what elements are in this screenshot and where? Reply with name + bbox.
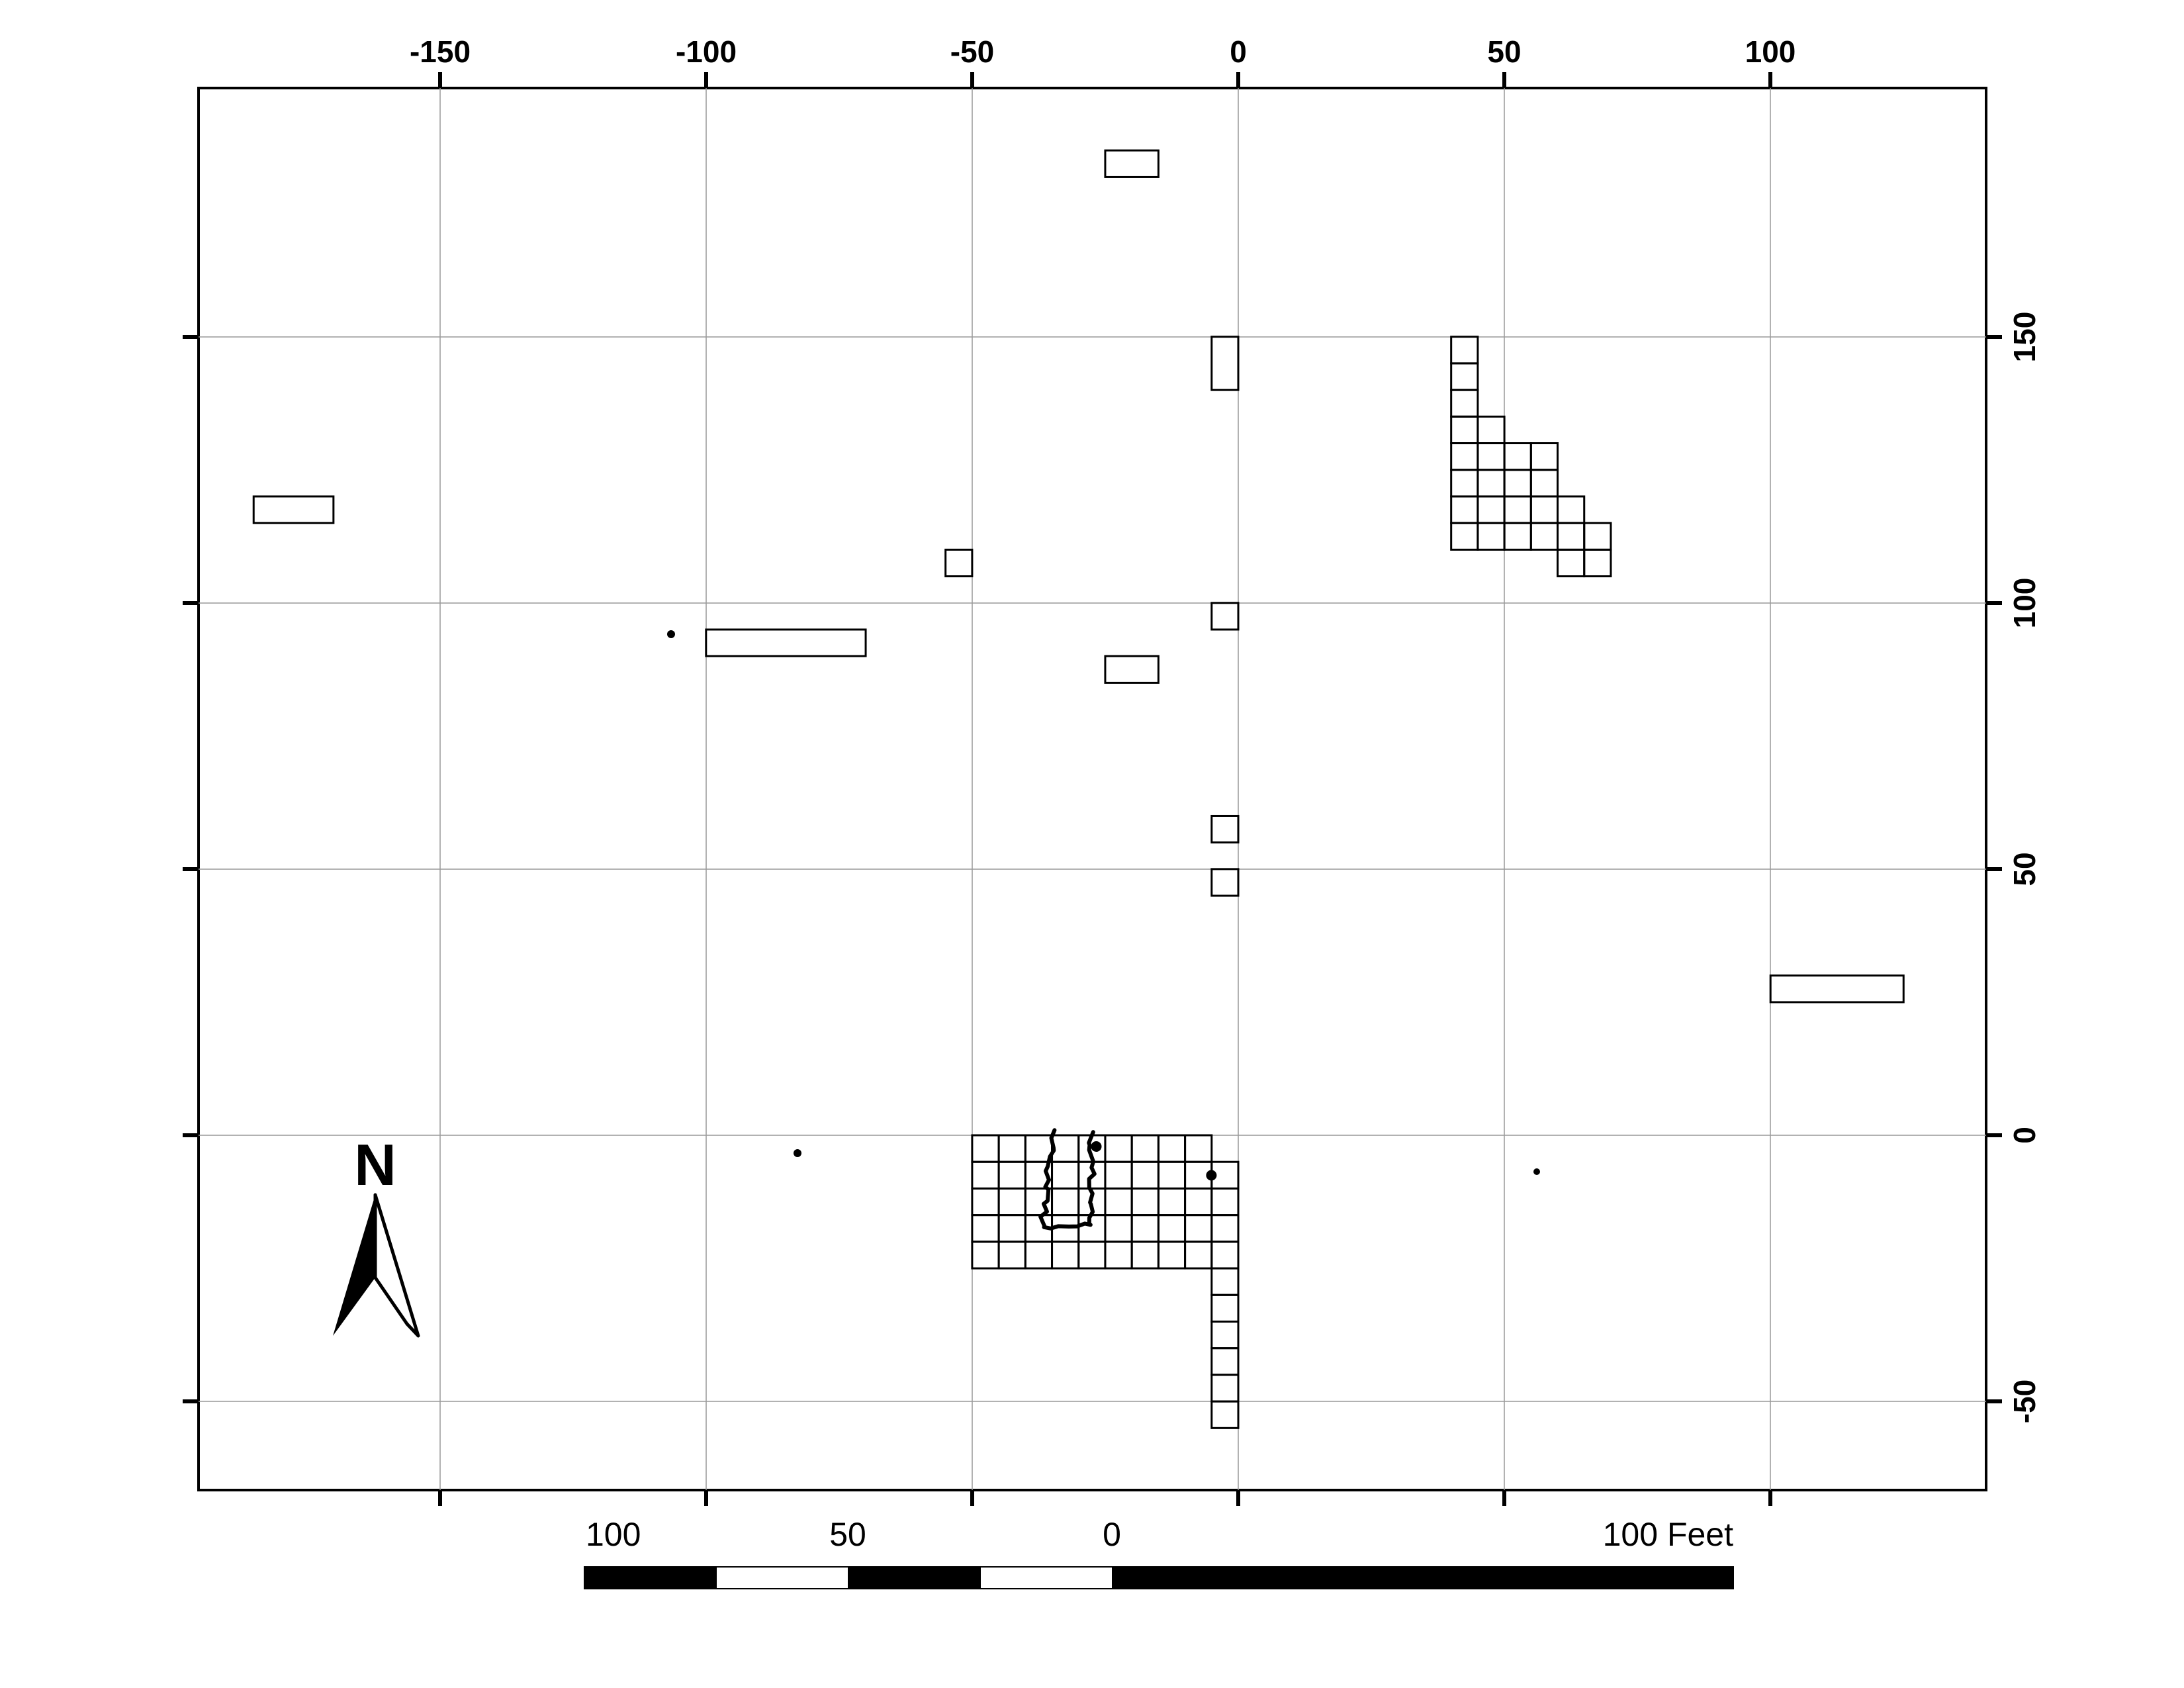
svg-text:-50: -50 xyxy=(2007,1380,2042,1423)
svg-text:100 Feet: 100 Feet xyxy=(1603,1516,1733,1553)
svg-text:0: 0 xyxy=(1230,34,1247,69)
svg-text:50: 50 xyxy=(1487,34,1521,69)
svg-text:50: 50 xyxy=(2007,852,2042,886)
svg-text:0: 0 xyxy=(2007,1127,2042,1144)
svg-text:-150: -150 xyxy=(410,34,471,69)
svg-text:N: N xyxy=(354,1132,396,1197)
svg-text:-100: -100 xyxy=(676,34,737,69)
svg-text:100: 100 xyxy=(2007,578,2042,629)
svg-text:100: 100 xyxy=(586,1516,641,1553)
svg-text:-50: -50 xyxy=(950,34,994,69)
svg-text:0: 0 xyxy=(1103,1516,1121,1553)
svg-text:50: 50 xyxy=(829,1516,866,1553)
svg-text:150: 150 xyxy=(2007,312,2042,363)
svg-text:100: 100 xyxy=(1745,34,1796,69)
